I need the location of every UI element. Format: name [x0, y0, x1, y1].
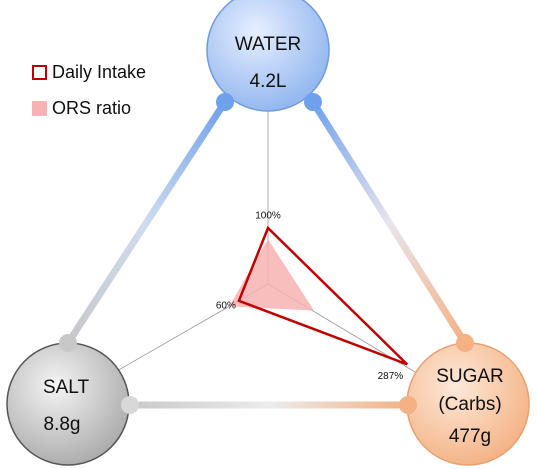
- connector: [65, 100, 228, 345]
- plot: 100% 60% 287%: [216, 211, 409, 382]
- nodes: WATER 4.2L SALT 8.8g SUGAR (Carbs) 477g: [6, 0, 530, 466]
- legend-swatch: [32, 101, 47, 116]
- legend-label: ORS ratio: [52, 98, 131, 118]
- axis-name: WATER: [235, 34, 302, 55]
- frame: [65, 100, 468, 409]
- water-node: [206, 0, 330, 112]
- dot: [456, 334, 474, 352]
- legend-swatch: [32, 65, 47, 80]
- value-label: 60%: [216, 300, 236, 311]
- intake-outline: [237, 225, 409, 366]
- salt-node: [6, 342, 130, 466]
- value-label: 100%: [255, 211, 281, 222]
- legend-label: Daily Intake: [52, 62, 146, 82]
- legend: Daily Intake ORS ratio: [32, 62, 146, 118]
- axis-name: SALT: [43, 377, 90, 398]
- axis-amount: 4.2L: [250, 71, 287, 92]
- axis-note: (Carbs): [438, 394, 501, 415]
- connector: [310, 100, 468, 345]
- axis-name: SUGAR: [436, 366, 504, 387]
- axes: [109, 111, 421, 376]
- dot: [121, 396, 139, 414]
- axis-amount: 8.8g: [44, 414, 81, 435]
- dot: [304, 93, 322, 111]
- axis-amount: 477g: [449, 426, 491, 447]
- dot: [399, 396, 417, 414]
- dot: [59, 334, 77, 352]
- ors-area: [229, 239, 315, 311]
- dot: [216, 93, 234, 111]
- value-label: 287%: [378, 371, 404, 382]
